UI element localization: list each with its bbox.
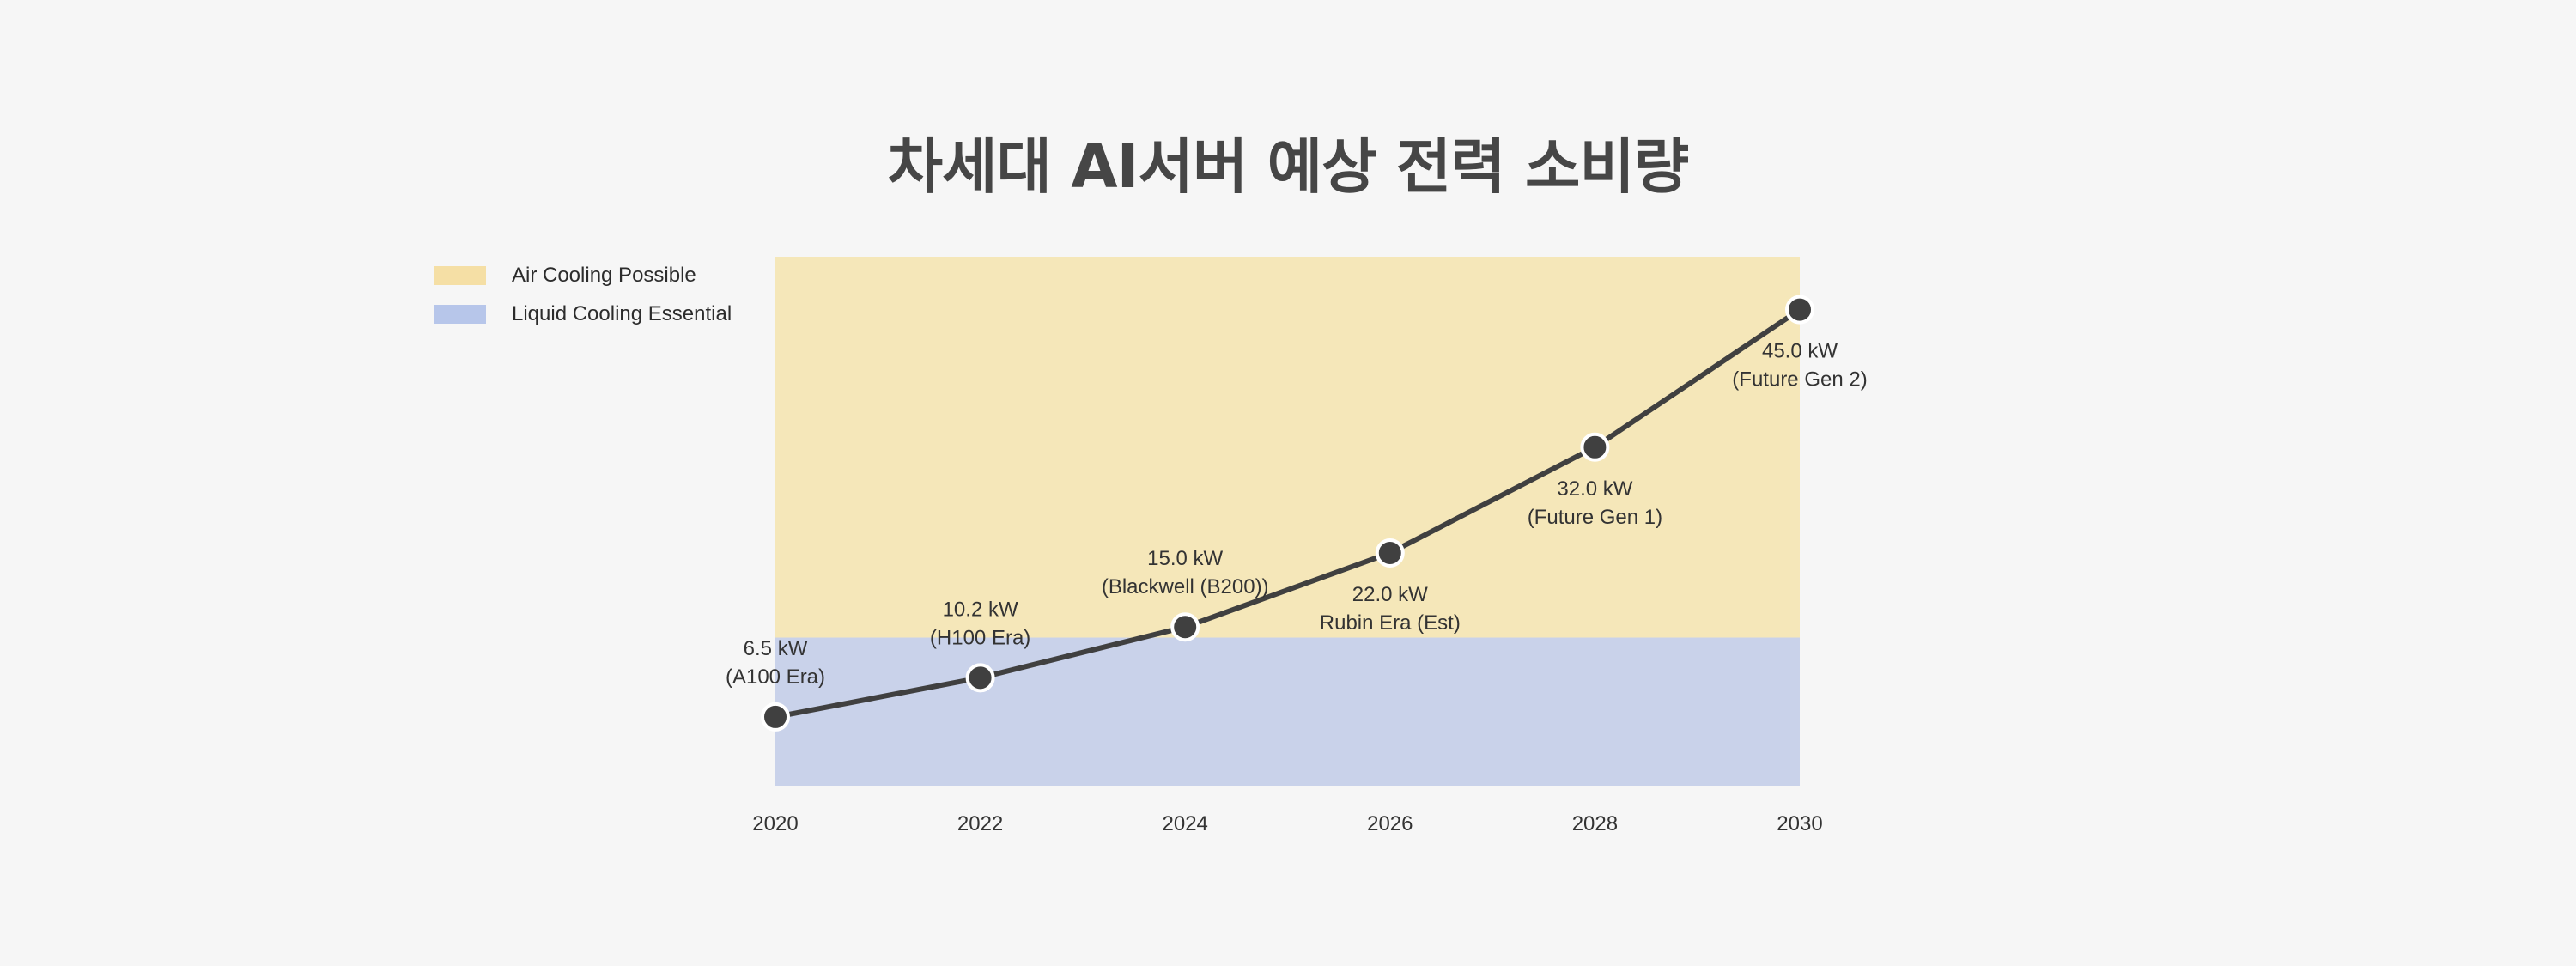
chart-title: 차세대 AI서버 예상 전력 소비량 <box>887 131 1690 202</box>
legend: Air Cooling Possible Liquid Cooling Esse… <box>434 256 732 333</box>
x-tick-label: 2026 <box>1367 812 1413 835</box>
data-label: 15.0 kW (Blackwell (B200)) <box>1102 547 1269 598</box>
data-label: 22.0 kW Rubin Era (Est) <box>1320 583 1461 635</box>
data-point <box>761 702 790 732</box>
data-point <box>1785 295 1814 325</box>
data-label: 45.0 kW (Future Gen 2) <box>1732 340 1867 392</box>
legend-swatch-air <box>434 265 486 285</box>
x-tick-label: 2030 <box>1777 812 1822 835</box>
legend-item-liquid: Liquid Cooling Essential <box>434 295 732 333</box>
data-point <box>965 663 995 693</box>
x-tick-label: 2022 <box>957 812 1003 835</box>
x-tick-label: 2028 <box>1572 812 1618 835</box>
x-tick-label: 2020 <box>752 812 798 835</box>
band-air-cooling <box>775 257 1800 638</box>
legend-item-air: Air Cooling Possible <box>434 256 732 295</box>
legend-swatch-liquid <box>434 304 486 324</box>
data-point <box>1375 538 1405 568</box>
data-point <box>1580 432 1610 462</box>
data-point <box>1170 612 1200 642</box>
series-line <box>775 307 1801 720</box>
band-liquid-cooling <box>775 637 1800 786</box>
legend-label-air: Air Cooling Possible <box>512 263 696 287</box>
data-label: 6.5 kW (A100 Era) <box>726 637 825 689</box>
x-tick-label: 2024 <box>1163 812 1208 835</box>
data-label: 32.0 kW (Future Gen 1) <box>1528 477 1662 529</box>
legend-label-liquid: Liquid Cooling Essential <box>512 301 732 325</box>
data-label: 10.2 kW (H100 Era) <box>930 598 1030 649</box>
